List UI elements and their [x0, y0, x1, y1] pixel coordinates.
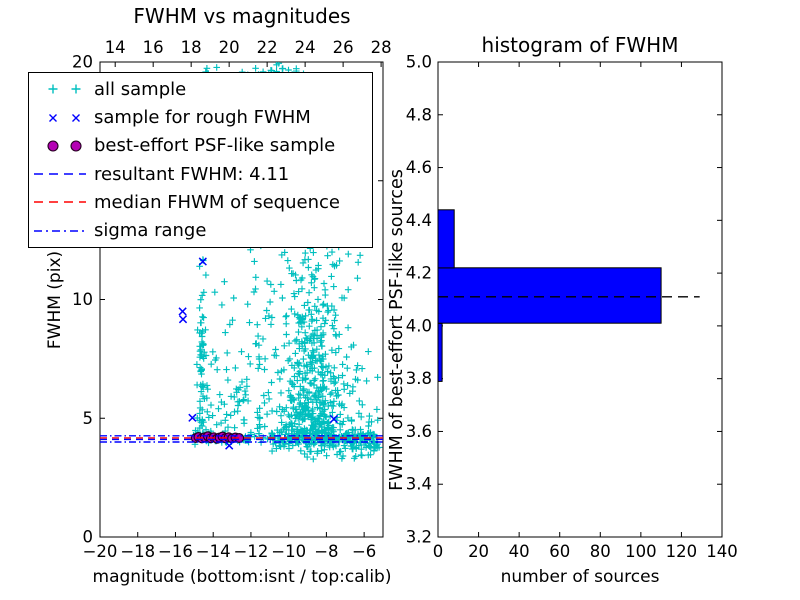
left-top-x-tick-label: 22	[257, 38, 278, 57]
left-y-tick-label: 20	[72, 53, 93, 72]
dashdot-legend-marker-icon	[34, 229, 86, 232]
right-x-tick-label: 20	[468, 542, 489, 561]
left-x-tick-label: −18	[120, 542, 155, 561]
right-plot-ylabel: FWHM of best-effort PSF-like sources	[387, 169, 407, 491]
right-y-tick-label: 3.4	[406, 475, 432, 494]
legend-marker	[29, 220, 91, 242]
legend-row: all sample	[29, 75, 372, 103]
right-x-tick-label: 100	[625, 542, 657, 561]
left-y-tick-label: 0	[83, 528, 94, 547]
left-plot-title: FWHM vs magnitudes	[133, 4, 351, 28]
histogram-bar	[437, 209, 455, 269]
left-plot-ylabel: FWHM (pix)	[45, 250, 65, 350]
legend-marker	[29, 163, 91, 185]
left-x-tick-label: −10	[271, 542, 306, 561]
right-y-tick-label: 4.4	[406, 211, 432, 230]
legend-label: resultant FWHM: 4.11	[94, 163, 290, 185]
left-x-tick-label: −20	[83, 542, 118, 561]
legend-marker	[29, 107, 91, 129]
dashed-legend-marker-icon	[34, 201, 86, 204]
legend-row: median FHWM of sequence	[29, 188, 372, 216]
legend-label: median FHWM of sequence	[94, 191, 340, 213]
legend-row: sample for rough FWHM	[29, 104, 372, 132]
left-top-x-tick-label: 14	[105, 38, 126, 57]
legend-label: best-effort PSF-like sample	[94, 135, 336, 157]
legend-marker	[29, 78, 91, 100]
left-x-tick-label: −8	[314, 542, 338, 561]
right-plot-title: histogram of FWHM	[481, 33, 679, 57]
legend-row: sigma range	[29, 217, 372, 245]
left-plot-xlabel: magnitude (bottom:isnt / top:calib)	[92, 567, 392, 587]
right-y-tick-label: 3.6	[406, 422, 432, 441]
right-y-tick-label: 4.8	[406, 105, 432, 124]
legend-row: best-effort PSF-like sample	[29, 132, 372, 160]
left-y-tick-label: 10	[72, 290, 93, 309]
legend-marker	[29, 191, 91, 213]
right-y-tick-label: 4.6	[406, 158, 432, 177]
left-x-tick-label: −16	[158, 542, 193, 561]
left-top-x-tick-label: 24	[295, 38, 316, 57]
right-x-tick-label: 80	[590, 542, 611, 561]
right-x-tick-label: 40	[509, 542, 530, 561]
right-y-tick-label: 3.8	[406, 369, 432, 388]
legend-label: all sample	[94, 78, 187, 100]
left-x-tick-label: −14	[196, 542, 231, 561]
plus-legend-marker-icon	[48, 84, 81, 94]
right-x-tick-label: 140	[706, 542, 738, 561]
right-plot-xlabel: number of sources	[500, 567, 660, 587]
right-y-tick-label: 3.2	[406, 528, 432, 547]
x-legend-marker-icon	[49, 113, 80, 122]
legend-label: sample for rough FWHM	[94, 107, 311, 129]
left-top-x-tick-label: 20	[219, 38, 240, 57]
right-plot-data-layer	[437, 209, 700, 382]
histogram-bar	[437, 267, 662, 324]
left-x-tick-label: −6	[352, 542, 376, 561]
legend-label: sigma range	[94, 220, 207, 242]
right-y-tick-label: 4.0	[406, 316, 432, 335]
left-top-x-tick-label: 28	[371, 38, 392, 57]
left-top-x-tick-label: 18	[181, 38, 202, 57]
left-top-x-tick-label: 26	[333, 38, 354, 57]
legend-row: resultant FWHM: 4.11	[29, 160, 372, 188]
legend-box: all sample sample for rough FWHM best-effo…	[28, 72, 373, 248]
left-top-x-tick-label: 16	[143, 38, 164, 57]
dashed-legend-marker-icon	[34, 173, 86, 175]
legend-marker	[29, 135, 91, 157]
left-plot-data-layer	[100, 62, 383, 463]
histogram-bar	[437, 322, 443, 382]
rough-fwhm-x-markers	[178, 257, 339, 450]
right-y-tick-label: 5.0	[406, 53, 432, 72]
right-x-tick-label: 120	[666, 542, 698, 561]
circle-legend-marker-icon	[47, 140, 82, 152]
left-x-tick-label: −12	[234, 542, 269, 561]
right-y-tick-label: 4.2	[406, 264, 432, 283]
left-y-tick-label: 5	[83, 409, 94, 428]
right-x-tick-label: 60	[549, 542, 570, 561]
right-x-tick-label: 0	[433, 542, 444, 561]
